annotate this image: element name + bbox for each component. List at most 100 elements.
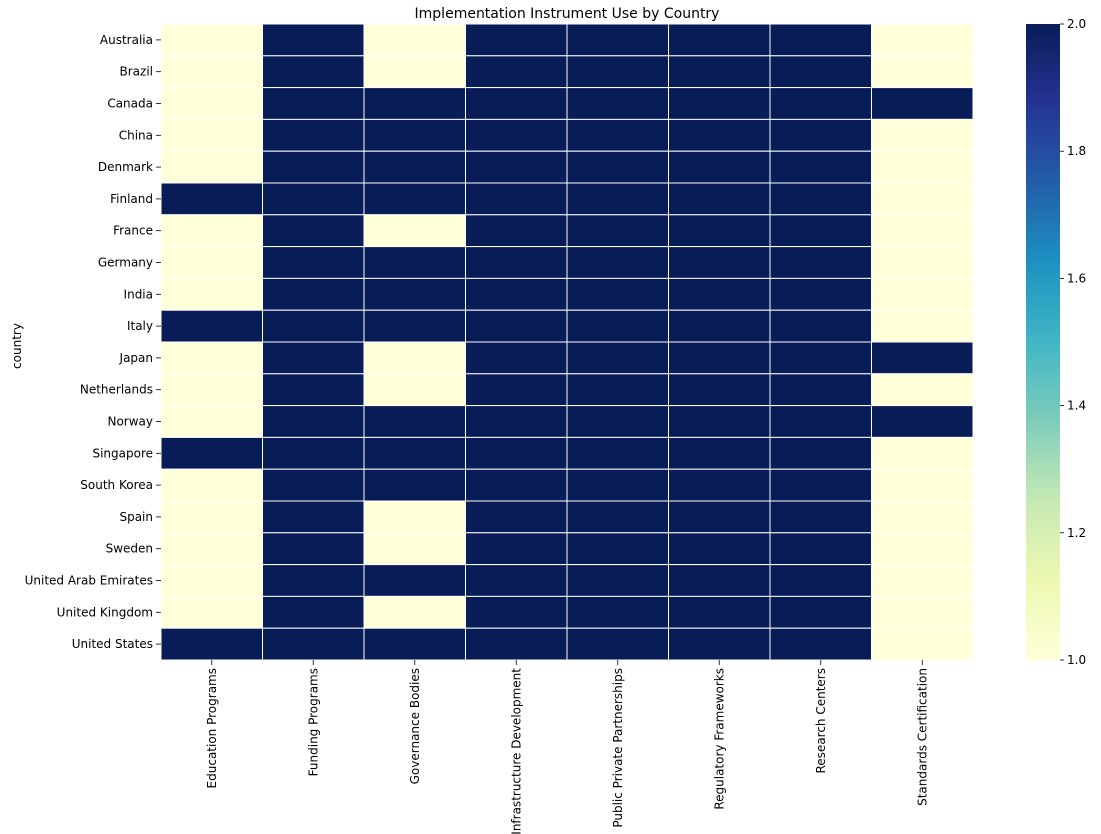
heatmap-cell [871,627,974,661]
heatmap-cell [566,405,669,438]
heatmap-cell [871,150,974,184]
column-labels: Education Programs Funding Programs Govern… [205,660,929,834]
heatmap-cells [160,23,974,661]
heatmap-cell [262,341,365,375]
heatmap-cell [566,532,669,566]
heatmap-cell [769,468,872,502]
heatmap-cell [262,277,365,311]
heatmap-cell [262,23,365,57]
heatmap-cell [871,309,974,343]
heatmap-cell [668,627,771,661]
heatmap-cell [160,595,263,629]
colorbar: 1.0 1.2 1.4 1.6 1.8 2.0 [1026,17,1086,667]
heatmap-cell [465,118,568,152]
y-tick-label: Singapore [92,446,153,460]
heatmap-cell [465,246,568,279]
heatmap-cell [668,246,771,279]
heatmap-cell [363,309,466,343]
heatmap-cell [769,500,872,534]
heatmap-cell [262,436,365,470]
heatmap-cell [566,246,669,279]
heatmap-cell [566,55,669,89]
heatmap-cell [363,150,466,184]
y-tick-label: United States [72,637,153,651]
heatmap-cell [566,341,669,375]
heatmap-cell [160,341,263,375]
y-tick-label: India [124,287,153,301]
y-tick-label: Sweden [106,542,153,556]
y-tick-label: Spain [119,510,153,524]
heatmap-cell [871,373,974,407]
heatmap-cell [668,532,771,566]
y-tick-label: Denmark [98,160,153,174]
heatmap-cell [160,532,263,566]
heatmap-cell [262,595,365,629]
heatmap-cell [769,564,872,597]
heatmap-cell [769,373,872,407]
heatmap-cell [769,87,872,120]
heatmap-cell [262,405,365,438]
heatmap-cell [769,627,872,661]
y-tick-label: Japan [119,351,153,365]
heatmap-cell [871,246,974,279]
y-tick-label: Finland [110,192,153,206]
heatmap-cell [363,436,466,470]
heatmap-cell [871,341,974,375]
heatmap-cell [566,182,669,216]
heatmap-cell [769,405,872,438]
y-tick-label: China [119,128,153,142]
heatmap-cell [566,23,669,57]
heatmap-cell [363,595,466,629]
heatmap-cell [160,87,263,120]
heatmap-cell [566,436,669,470]
colorbar-tick-label: 1.6 [1067,271,1086,285]
heatmap-cell [262,532,365,566]
heatmap-cell [465,468,568,502]
x-tick-label: Infrastructure Development [509,668,523,834]
heatmap-cell [668,500,771,534]
heatmap-cell [363,214,466,248]
heatmap-cell [668,277,771,311]
heatmap-cell [871,405,974,438]
heatmap-cell [871,87,974,120]
heatmap-cell [871,595,974,629]
y-tick-label: South Korea [80,478,153,492]
heatmap-cell [160,436,263,470]
x-tick-label: Regulatory Frameworks [712,668,726,810]
heatmap-cell [566,87,669,120]
heatmap-cell [363,500,466,534]
heatmap-cell [262,87,365,120]
heatmap-cell [871,564,974,597]
y-tick-label: France [113,224,153,238]
heatmap-cell [769,55,872,89]
heatmap-cell [769,595,872,629]
y-tick-label: Brazil [120,65,154,79]
heatmap-cell [668,373,771,407]
heatmap-cell [871,182,974,216]
heatmap-cell [566,309,669,343]
heatmap-cell [160,23,263,57]
heatmap-cell [363,23,466,57]
y-tick-label: Canada [107,97,153,111]
heatmap-cell [871,500,974,534]
heatmap-cell [465,595,568,629]
heatmap-cell [262,627,365,661]
heatmap-cell [160,309,263,343]
heatmap-cell [668,595,771,629]
heatmap-cell [769,182,872,216]
heatmap-cell [160,150,263,184]
heatmap-cell [566,373,669,407]
heatmap-cell [262,118,365,152]
heatmap-cell [769,277,872,311]
x-tick-label: Education Programs [205,668,219,788]
heatmap-cell [465,627,568,661]
heatmap-cell [871,55,974,89]
heatmap-cell [465,341,568,375]
heatmap-cell [363,468,466,502]
heatmap-cell [668,23,771,57]
heatmap-cell [160,500,263,534]
heatmap-cell [262,182,365,216]
heatmap-cell [160,564,263,597]
heatmap-cell [871,214,974,248]
